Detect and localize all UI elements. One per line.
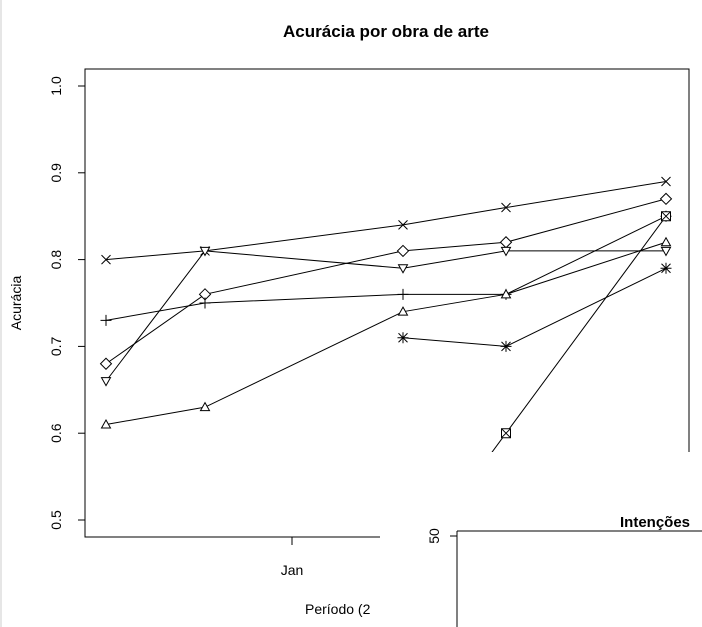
series-asterisk bbox=[397, 262, 672, 352]
x-axis: Jan bbox=[281, 537, 304, 578]
data-point-asterisk bbox=[500, 340, 512, 352]
data-point-triangle-up bbox=[397, 306, 409, 316]
data-point-plus bbox=[397, 288, 409, 300]
window-edge bbox=[0, 0, 2, 627]
data-point-triangle-up bbox=[199, 401, 211, 412]
data-point-plus bbox=[199, 297, 211, 309]
data-point-triangle-down bbox=[397, 264, 409, 274]
data-point-triangle-down bbox=[500, 246, 512, 257]
data-point-triangle-down bbox=[100, 377, 112, 387]
data-point-diamond bbox=[396, 244, 410, 258]
y-axis-label: Acurácia bbox=[8, 276, 24, 331]
data-point-triangle-down bbox=[199, 246, 211, 257]
data-point-triangle-up bbox=[100, 419, 112, 429]
data-point-asterisk bbox=[397, 332, 409, 344]
data-point-diamond bbox=[659, 192, 673, 206]
series-triangle-up bbox=[100, 236, 672, 429]
intencoes-title: Intenções bbox=[620, 514, 690, 531]
data-point-triangle-up bbox=[660, 236, 672, 247]
x-tick-label: Jan bbox=[281, 562, 304, 578]
data-point-diamond bbox=[99, 357, 113, 370]
y-tick-label: 0.7 bbox=[48, 336, 64, 356]
data-point-x bbox=[398, 220, 408, 230]
y-tick-label: 0.8 bbox=[48, 250, 64, 270]
data-point-triangle-down bbox=[660, 246, 672, 257]
intencoes-chart-panel: Intenções 50 0 bbox=[380, 452, 702, 627]
intencoes-y-tick-label: 50 bbox=[426, 528, 442, 544]
intencoes-chart: Intenções 50 0 bbox=[426, 514, 702, 627]
data-point-plus bbox=[100, 314, 112, 326]
series-line bbox=[105, 180, 667, 261]
y-tick-label: 0.5 bbox=[48, 510, 64, 530]
data-point-diamond bbox=[499, 236, 513, 249]
data-point-square-x bbox=[501, 428, 511, 439]
y-tick-label: 1.0 bbox=[48, 76, 64, 96]
y-tick-label: 0.6 bbox=[48, 423, 64, 443]
series-line bbox=[105, 241, 667, 426]
series-diamond bbox=[99, 192, 673, 370]
x-axis-label: Período (2 bbox=[305, 601, 371, 617]
series-line bbox=[105, 198, 667, 365]
data-point-asterisk bbox=[660, 262, 672, 274]
y-axis: 0.5 0.6 0.7 0.8 0.9 1.0 bbox=[48, 76, 85, 530]
data-point-square-x bbox=[661, 211, 671, 222]
data-point-x bbox=[101, 254, 111, 265]
data-point-triangle-up bbox=[500, 288, 512, 299]
y-tick-label: 0.9 bbox=[48, 163, 64, 183]
chart-title: Acurácia por obra de arte bbox=[283, 22, 489, 41]
data-point-x bbox=[501, 202, 511, 213]
data-point-x bbox=[661, 176, 671, 187]
series-triangle-down bbox=[100, 246, 672, 387]
series-line bbox=[105, 250, 666, 382]
